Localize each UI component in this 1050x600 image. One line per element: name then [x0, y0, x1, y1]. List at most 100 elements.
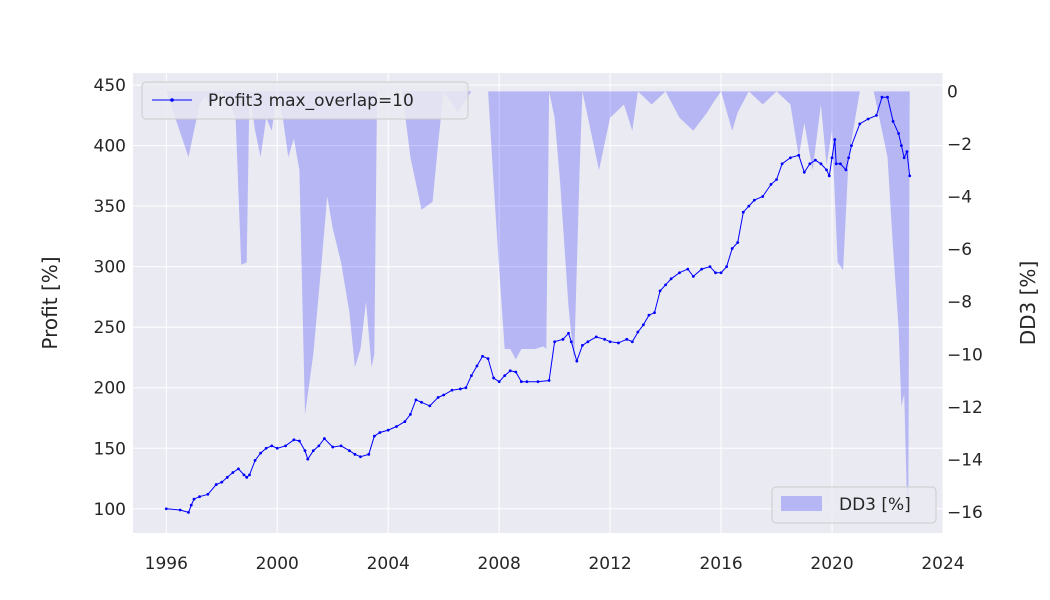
- profit-point: [403, 420, 407, 424]
- profit-point: [497, 380, 501, 384]
- y-tick-label: 150: [94, 439, 126, 459]
- legend-drawdown-box: [771, 486, 937, 524]
- profit-point: [259, 451, 263, 455]
- profit-point: [725, 265, 729, 269]
- profit-point: [306, 457, 310, 461]
- profit-point: [214, 483, 218, 486]
- x-tick-label: 2020: [810, 554, 853, 574]
- profit-point: [242, 473, 246, 477]
- profit-point: [780, 162, 784, 166]
- y2-tick-label: −14: [947, 450, 983, 470]
- y-tick-label: 300: [94, 258, 126, 278]
- profit-point: [292, 438, 296, 442]
- x-tick-label: 2004: [367, 554, 410, 574]
- y-axis-title: Profit [%]: [38, 256, 62, 349]
- profit-point: [897, 132, 901, 135]
- profit-point: [284, 444, 287, 448]
- profit-point: [378, 431, 382, 434]
- profit-point: [436, 396, 440, 399]
- profit-point: [825, 168, 828, 172]
- profit-point: [844, 168, 848, 172]
- profit-point: [386, 428, 390, 432]
- x-tick-label: 2024: [921, 554, 964, 574]
- legend-profit: Profit3 max_overlap=10: [141, 81, 469, 120]
- profit-point: [653, 311, 656, 315]
- profit-point: [231, 471, 235, 474]
- y2-tick-label: −12: [947, 398, 983, 418]
- profit-point: [636, 330, 640, 334]
- profit-point: [442, 393, 446, 397]
- profit-point: [608, 340, 612, 344]
- profit-point: [886, 95, 889, 99]
- profit-point: [536, 380, 540, 384]
- profit-point: [514, 370, 518, 374]
- profit-point: [642, 323, 645, 327]
- profit-point: [331, 445, 335, 449]
- profit-point: [625, 337, 629, 341]
- profit-point: [492, 376, 496, 380]
- profit-point: [603, 337, 606, 341]
- y-tick-label: 100: [94, 500, 126, 520]
- profit-point: [253, 458, 257, 462]
- profit-point: [575, 359, 579, 363]
- profit-point: [561, 337, 565, 341]
- profit-point: [617, 341, 620, 345]
- y-tick-label: 450: [94, 76, 126, 96]
- profit-point: [525, 380, 529, 384]
- profit-point: [192, 497, 196, 501]
- profit-point: [206, 492, 210, 496]
- profit-point: [834, 162, 838, 166]
- profit-point: [747, 204, 751, 208]
- legend-profit-label: Profit3 max_overlap=10: [208, 91, 414, 111]
- profit-point: [298, 439, 301, 443]
- profit-point: [830, 156, 834, 160]
- y-axis-left: 100 150 200 250 300 350 400 450: [94, 76, 126, 520]
- profit-point: [503, 374, 507, 378]
- profit-point: [664, 283, 668, 287]
- profit-point: [714, 271, 717, 275]
- y-tick-label: 400: [94, 137, 126, 157]
- profit-point: [395, 425, 398, 428]
- profit-point: [833, 138, 837, 141]
- profit-point: [669, 277, 673, 281]
- x-axis: 1996 2000 2004 2008 2012 2016 2020 2024: [145, 554, 965, 574]
- profit-point: [248, 473, 251, 477]
- profit-point: [789, 156, 792, 160]
- profit-point: [686, 267, 690, 271]
- profit-point: [691, 274, 695, 278]
- profit-point: [189, 503, 193, 507]
- profit-point: [719, 271, 723, 275]
- profit-point: [730, 247, 734, 250]
- y2-tick-label: −2: [947, 135, 972, 155]
- profit-point: [761, 195, 765, 198]
- profit-point: [475, 364, 479, 368]
- profit-point: [359, 455, 362, 459]
- y-axis-right: 0 −2 −4 −6 −8 −10 −12 −14 −16: [947, 82, 983, 523]
- profit-point: [311, 449, 315, 453]
- profit-point: [178, 508, 182, 512]
- y2-tick-label: 0: [947, 82, 958, 102]
- profit-point: [678, 271, 681, 275]
- y2-tick-label: −16: [947, 503, 983, 523]
- profit-point: [891, 120, 895, 123]
- profit-point: [264, 446, 268, 450]
- profit-point: [808, 162, 812, 166]
- profit-point: [569, 340, 573, 344]
- profit-point: [880, 95, 884, 99]
- profit-point: [428, 404, 432, 408]
- profit-point: [303, 449, 307, 453]
- profit-point: [905, 150, 909, 154]
- profit-point: [481, 354, 484, 358]
- profit-point: [819, 162, 823, 166]
- profit-point: [700, 267, 704, 271]
- x-tick-label: 1996: [145, 554, 188, 574]
- profit-point: [198, 495, 201, 499]
- legend-profit-marker: [170, 98, 174, 102]
- profit-point: [275, 446, 279, 450]
- x-tick-label: 2012: [588, 554, 631, 574]
- profit-point: [567, 331, 570, 335]
- profit-point: [813, 158, 817, 162]
- profit-point: [237, 467, 240, 471]
- profit-point: [736, 241, 740, 244]
